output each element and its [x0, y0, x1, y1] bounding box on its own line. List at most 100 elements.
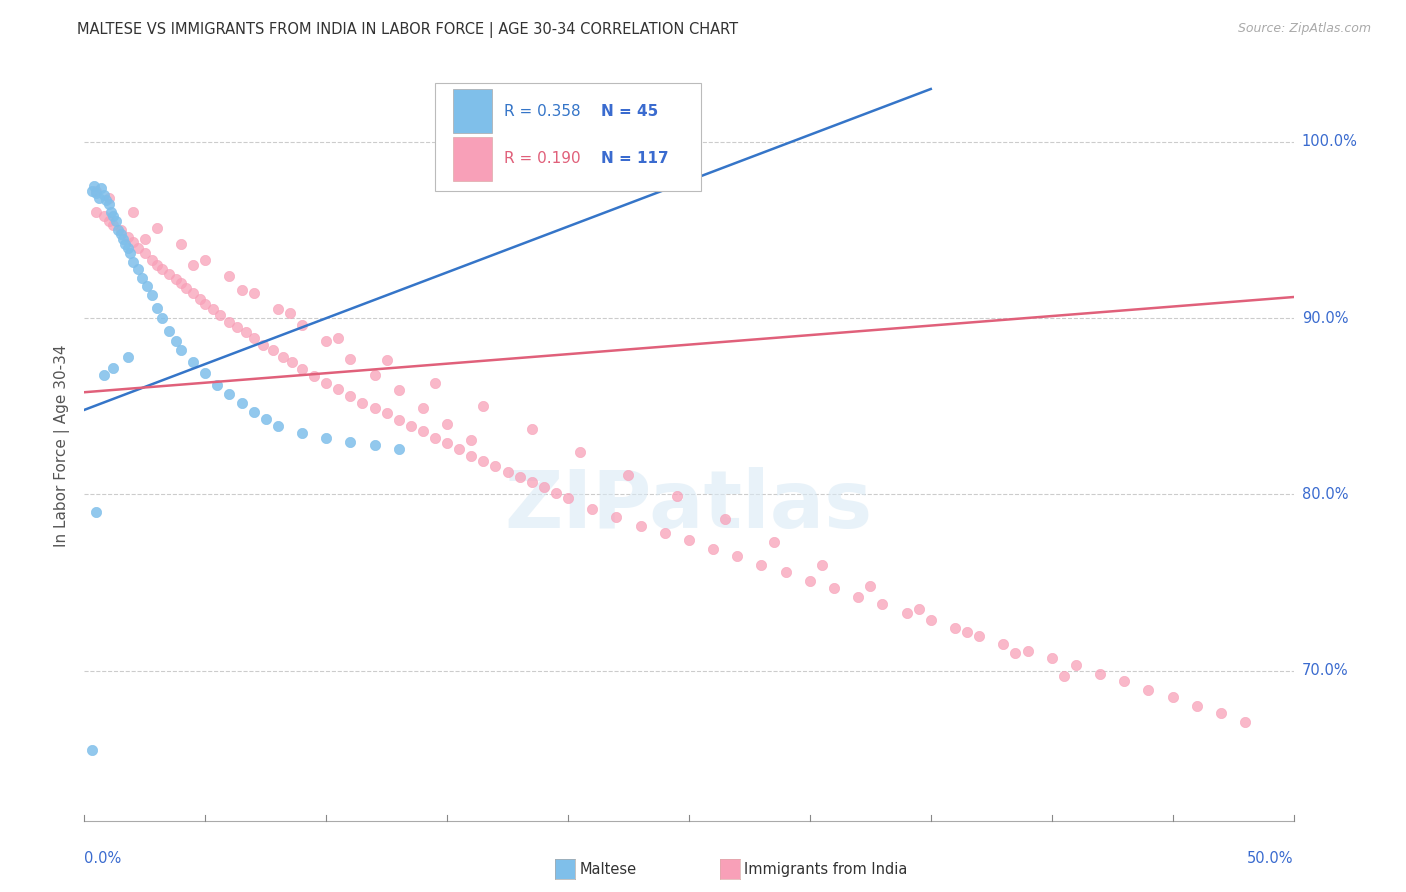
Text: R = 0.358: R = 0.358	[503, 103, 581, 119]
Point	[93, 209, 115, 223]
Point	[751, 558, 773, 572]
Point	[496, 465, 519, 479]
Point	[339, 389, 361, 403]
Point	[1088, 667, 1111, 681]
Point	[136, 279, 159, 293]
Text: 70.0%: 70.0%	[1302, 664, 1348, 678]
Point	[103, 360, 125, 375]
Point	[208, 308, 231, 322]
Point	[605, 510, 627, 524]
Point	[120, 246, 142, 260]
Point	[993, 637, 1015, 651]
Point	[630, 519, 652, 533]
Point	[557, 491, 579, 505]
Point	[242, 404, 264, 418]
Point	[267, 418, 290, 433]
Point	[150, 311, 173, 326]
Point	[1234, 714, 1257, 729]
Point	[725, 549, 748, 564]
Point	[472, 454, 495, 468]
Point	[352, 396, 374, 410]
Text: ZIPatlas: ZIPatlas	[505, 467, 873, 545]
Point	[170, 237, 193, 252]
Point	[967, 628, 990, 642]
Point	[121, 235, 143, 250]
Point	[271, 350, 294, 364]
Point	[231, 396, 253, 410]
Point	[194, 252, 217, 267]
Point	[207, 378, 229, 392]
Point	[86, 505, 108, 519]
Text: 80.0%: 80.0%	[1302, 487, 1348, 502]
Point	[87, 191, 110, 205]
Point	[328, 382, 350, 396]
Point	[86, 205, 108, 219]
Point	[110, 227, 132, 241]
Text: 0.0%: 0.0%	[84, 851, 121, 865]
Point	[363, 401, 385, 416]
Point	[799, 574, 821, 588]
Point	[110, 223, 132, 237]
Point	[872, 597, 894, 611]
Point	[90, 180, 112, 194]
Point	[907, 602, 929, 616]
Point	[190, 292, 212, 306]
Point	[544, 485, 567, 500]
Point	[141, 252, 163, 267]
Point	[194, 366, 217, 380]
Point	[114, 237, 136, 252]
FancyBboxPatch shape	[434, 83, 702, 191]
Point	[165, 272, 187, 286]
Point	[1053, 669, 1076, 683]
Point	[103, 209, 125, 223]
Point	[291, 318, 314, 333]
Point	[375, 353, 398, 368]
Point	[181, 286, 204, 301]
Point	[242, 330, 264, 344]
Text: Source: ZipAtlas.com: Source: ZipAtlas.com	[1237, 22, 1371, 36]
Text: 50.0%: 50.0%	[1247, 851, 1294, 865]
Point	[1017, 644, 1039, 658]
Point	[157, 324, 180, 338]
Point	[83, 178, 105, 193]
Point	[117, 350, 139, 364]
Point	[94, 193, 117, 207]
Point	[80, 743, 103, 757]
Point	[436, 417, 458, 431]
Point	[278, 306, 301, 320]
Point	[262, 343, 284, 357]
Text: N = 117: N = 117	[600, 152, 668, 166]
Point	[121, 205, 143, 219]
Point	[811, 558, 834, 572]
Point	[423, 376, 446, 391]
Point	[174, 281, 197, 295]
Point	[267, 302, 290, 317]
Point	[291, 362, 314, 376]
Point	[775, 565, 797, 579]
Point	[460, 433, 482, 447]
Point	[339, 434, 361, 449]
Y-axis label: In Labor Force | Age 30-34: In Labor Force | Age 30-34	[55, 344, 70, 548]
Point	[436, 436, 458, 450]
Point	[363, 438, 385, 452]
Point	[762, 535, 785, 549]
Point	[104, 214, 127, 228]
Point	[231, 283, 253, 297]
Point	[80, 184, 103, 198]
Point	[281, 355, 304, 369]
Text: N = 45: N = 45	[600, 103, 658, 119]
Point	[714, 512, 737, 526]
Point	[302, 369, 325, 384]
Point	[131, 270, 153, 285]
Point	[103, 218, 125, 232]
Point	[1185, 699, 1208, 714]
Point	[375, 406, 398, 420]
Point	[1064, 658, 1087, 673]
Point	[97, 214, 120, 228]
Point	[678, 533, 700, 548]
Point	[97, 196, 120, 211]
Point	[388, 442, 411, 456]
Point	[150, 261, 173, 276]
Point	[315, 431, 337, 445]
Point	[121, 254, 143, 268]
